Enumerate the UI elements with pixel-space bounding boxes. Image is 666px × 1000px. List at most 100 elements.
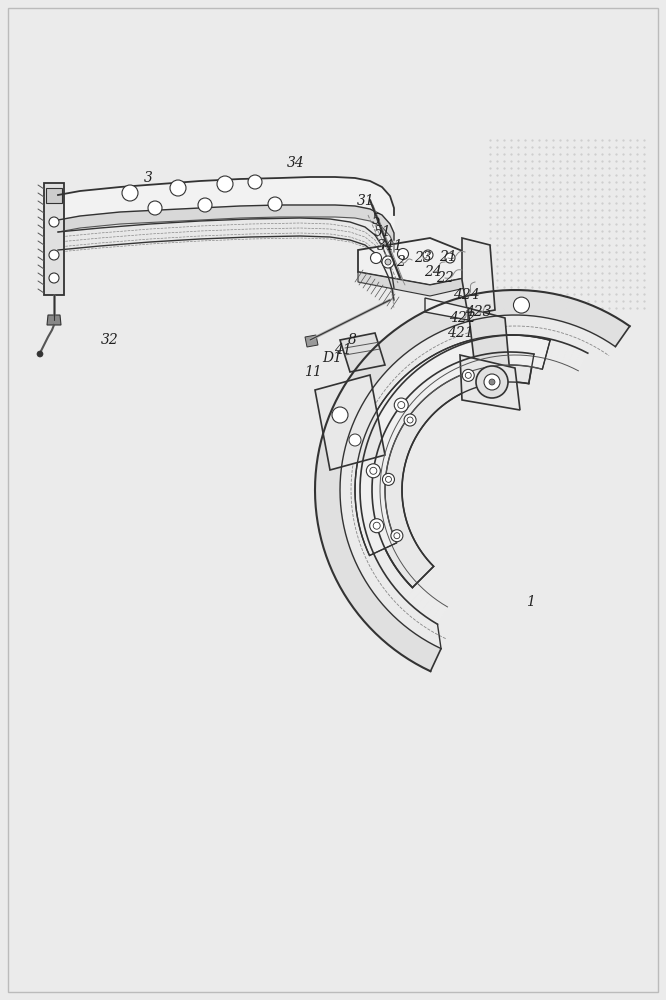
Circle shape: [148, 201, 162, 215]
Polygon shape: [430, 306, 448, 332]
Polygon shape: [388, 625, 410, 650]
Text: 424: 424: [453, 288, 480, 302]
Polygon shape: [368, 533, 389, 546]
Polygon shape: [415, 313, 434, 338]
Polygon shape: [366, 528, 387, 540]
Polygon shape: [555, 295, 569, 322]
Circle shape: [398, 248, 408, 259]
Polygon shape: [473, 339, 484, 360]
Polygon shape: [376, 615, 398, 639]
Polygon shape: [370, 610, 393, 633]
Circle shape: [268, 197, 282, 211]
Polygon shape: [526, 336, 535, 356]
Polygon shape: [321, 432, 348, 447]
Polygon shape: [361, 504, 382, 513]
Polygon shape: [354, 593, 378, 615]
Circle shape: [198, 198, 212, 212]
Polygon shape: [318, 519, 344, 532]
Polygon shape: [340, 333, 385, 372]
Polygon shape: [408, 638, 428, 664]
Circle shape: [394, 398, 408, 412]
Polygon shape: [358, 599, 383, 621]
Polygon shape: [360, 492, 380, 499]
Polygon shape: [567, 347, 581, 368]
Circle shape: [407, 417, 413, 423]
Polygon shape: [432, 604, 448, 624]
Polygon shape: [329, 409, 355, 426]
Polygon shape: [412, 370, 430, 389]
Polygon shape: [428, 358, 445, 378]
Polygon shape: [422, 309, 441, 335]
Polygon shape: [440, 351, 456, 372]
Text: 21: 21: [439, 250, 457, 264]
Polygon shape: [375, 418, 396, 433]
Polygon shape: [453, 345, 467, 366]
Polygon shape: [315, 473, 340, 483]
Polygon shape: [609, 321, 630, 347]
Text: 5: 5: [372, 213, 380, 227]
Polygon shape: [603, 317, 623, 343]
Polygon shape: [470, 293, 483, 320]
Circle shape: [391, 530, 403, 542]
Polygon shape: [315, 490, 340, 499]
Polygon shape: [423, 361, 440, 381]
Polygon shape: [544, 339, 555, 360]
Polygon shape: [563, 298, 577, 324]
Circle shape: [489, 379, 495, 385]
Circle shape: [37, 351, 43, 357]
Polygon shape: [370, 539, 392, 553]
Polygon shape: [340, 575, 366, 594]
Circle shape: [248, 175, 262, 189]
Text: 421: 421: [447, 326, 474, 340]
Polygon shape: [420, 597, 438, 617]
Polygon shape: [315, 375, 385, 470]
Polygon shape: [340, 386, 366, 406]
Polygon shape: [369, 347, 393, 370]
Polygon shape: [511, 290, 519, 315]
Text: 31: 31: [357, 194, 375, 208]
Polygon shape: [348, 372, 374, 393]
Polygon shape: [336, 394, 362, 412]
Polygon shape: [514, 335, 521, 355]
Polygon shape: [58, 177, 394, 240]
Text: 1: 1: [525, 595, 534, 609]
Text: 22: 22: [436, 271, 454, 285]
Polygon shape: [316, 465, 342, 476]
Polygon shape: [364, 522, 386, 533]
Polygon shape: [507, 335, 514, 355]
Polygon shape: [364, 353, 388, 376]
Polygon shape: [480, 338, 490, 359]
Polygon shape: [324, 541, 350, 556]
Polygon shape: [319, 440, 346, 454]
Polygon shape: [372, 352, 534, 588]
Polygon shape: [382, 620, 404, 644]
Circle shape: [217, 176, 233, 192]
Polygon shape: [447, 348, 461, 369]
Polygon shape: [538, 337, 549, 358]
Circle shape: [382, 256, 394, 268]
Polygon shape: [320, 527, 346, 540]
Polygon shape: [425, 298, 468, 320]
Polygon shape: [315, 482, 340, 490]
Polygon shape: [360, 471, 381, 479]
Polygon shape: [438, 302, 454, 329]
Polygon shape: [326, 416, 352, 433]
Polygon shape: [358, 272, 465, 296]
Circle shape: [398, 402, 405, 409]
Polygon shape: [389, 395, 409, 412]
Polygon shape: [344, 379, 369, 399]
Polygon shape: [318, 449, 344, 461]
Text: 24: 24: [424, 265, 442, 279]
Text: 3: 3: [144, 171, 153, 185]
Polygon shape: [561, 345, 575, 366]
Polygon shape: [395, 576, 414, 594]
Polygon shape: [402, 634, 422, 659]
Text: 422: 422: [449, 311, 476, 325]
Polygon shape: [316, 457, 342, 468]
Polygon shape: [486, 337, 496, 357]
Circle shape: [49, 273, 59, 283]
Polygon shape: [569, 300, 585, 326]
Polygon shape: [305, 335, 318, 347]
Polygon shape: [423, 645, 441, 671]
Polygon shape: [44, 183, 64, 295]
